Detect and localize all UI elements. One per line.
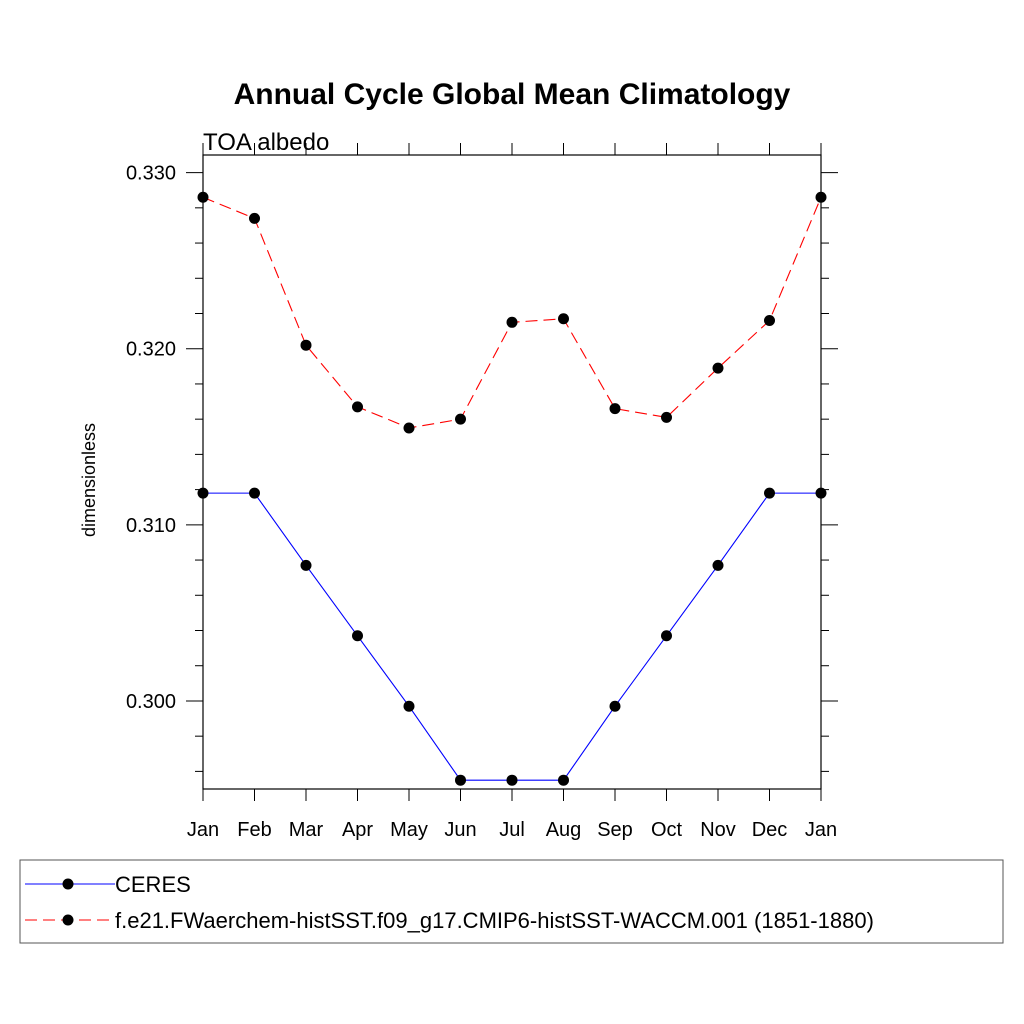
data-point bbox=[506, 774, 518, 786]
data-point bbox=[764, 315, 775, 327]
chart-subtitle: TOA albedo bbox=[203, 129, 329, 156]
data-point bbox=[815, 191, 827, 203]
legend-marker-0 bbox=[62, 878, 74, 890]
data-point bbox=[197, 487, 209, 499]
y-tick-label: 0.300 bbox=[126, 691, 176, 713]
data-point bbox=[197, 191, 209, 203]
x-tick-label: Apr bbox=[342, 819, 373, 841]
data-point bbox=[352, 630, 363, 642]
x-tick-label: Nov bbox=[700, 819, 736, 841]
legend-label-0: CERES bbox=[115, 872, 191, 897]
data-point bbox=[455, 413, 466, 425]
data-point bbox=[300, 559, 312, 571]
data-point bbox=[455, 774, 466, 786]
x-tick-label: Aug bbox=[546, 819, 582, 841]
data-point bbox=[609, 700, 621, 712]
x-tick-label: Jan bbox=[805, 819, 837, 841]
data-point bbox=[300, 339, 312, 351]
y-tick-label: 0.330 bbox=[126, 163, 176, 185]
data-point bbox=[764, 487, 775, 499]
legend-box bbox=[19, 859, 1004, 944]
data-point bbox=[506, 316, 518, 328]
legend-marker-1 bbox=[62, 914, 74, 926]
chart-title: Annual Cycle Global Mean Climatology bbox=[234, 78, 791, 111]
x-tick-label: Feb bbox=[237, 819, 271, 841]
data-point bbox=[712, 559, 724, 571]
data-point bbox=[712, 362, 724, 374]
tick-labels: Jan Feb Mar Apr May Jun Jul Aug Sep Oct Nov Dec Jan 0… bbox=[126, 163, 837, 841]
x-tick-label: Jul bbox=[499, 819, 525, 841]
y-tick-label: 0.310 bbox=[126, 515, 176, 537]
data-point bbox=[249, 212, 260, 224]
x-tick-label: Jun bbox=[444, 819, 476, 841]
series-layer bbox=[197, 191, 827, 786]
plot-frame bbox=[202, 154, 822, 790]
data-point bbox=[249, 487, 260, 499]
axis-ticks bbox=[186, 143, 838, 801]
x-tick-label: Mar bbox=[289, 819, 324, 841]
x-tick-label: Sep bbox=[597, 819, 633, 841]
series-line-1 bbox=[202, 196, 822, 429]
data-point bbox=[403, 700, 415, 712]
x-tick-label: Jan bbox=[187, 819, 219, 841]
x-tick-label: May bbox=[390, 819, 428, 841]
y-axis-label: dimensionless bbox=[79, 423, 99, 537]
series-line-0 bbox=[203, 492, 821, 781]
x-tick-label: Oct bbox=[651, 819, 683, 841]
data-point bbox=[403, 422, 415, 434]
data-point bbox=[661, 630, 672, 642]
y-tick-label: 0.320 bbox=[126, 339, 176, 361]
legend: CERES f.e21.FWaerchem-histSST.f09_g17.CMI… bbox=[25, 872, 874, 933]
data-point bbox=[609, 403, 621, 415]
data-point bbox=[558, 774, 569, 786]
legend-label-1: f.e21.FWaerchem-histSST.f09_g17.CMIP6-hi… bbox=[115, 908, 874, 933]
data-point bbox=[558, 313, 569, 325]
data-point bbox=[352, 401, 363, 413]
data-point bbox=[815, 487, 827, 499]
data-point bbox=[661, 411, 672, 423]
x-tick-label: Dec bbox=[752, 819, 788, 841]
